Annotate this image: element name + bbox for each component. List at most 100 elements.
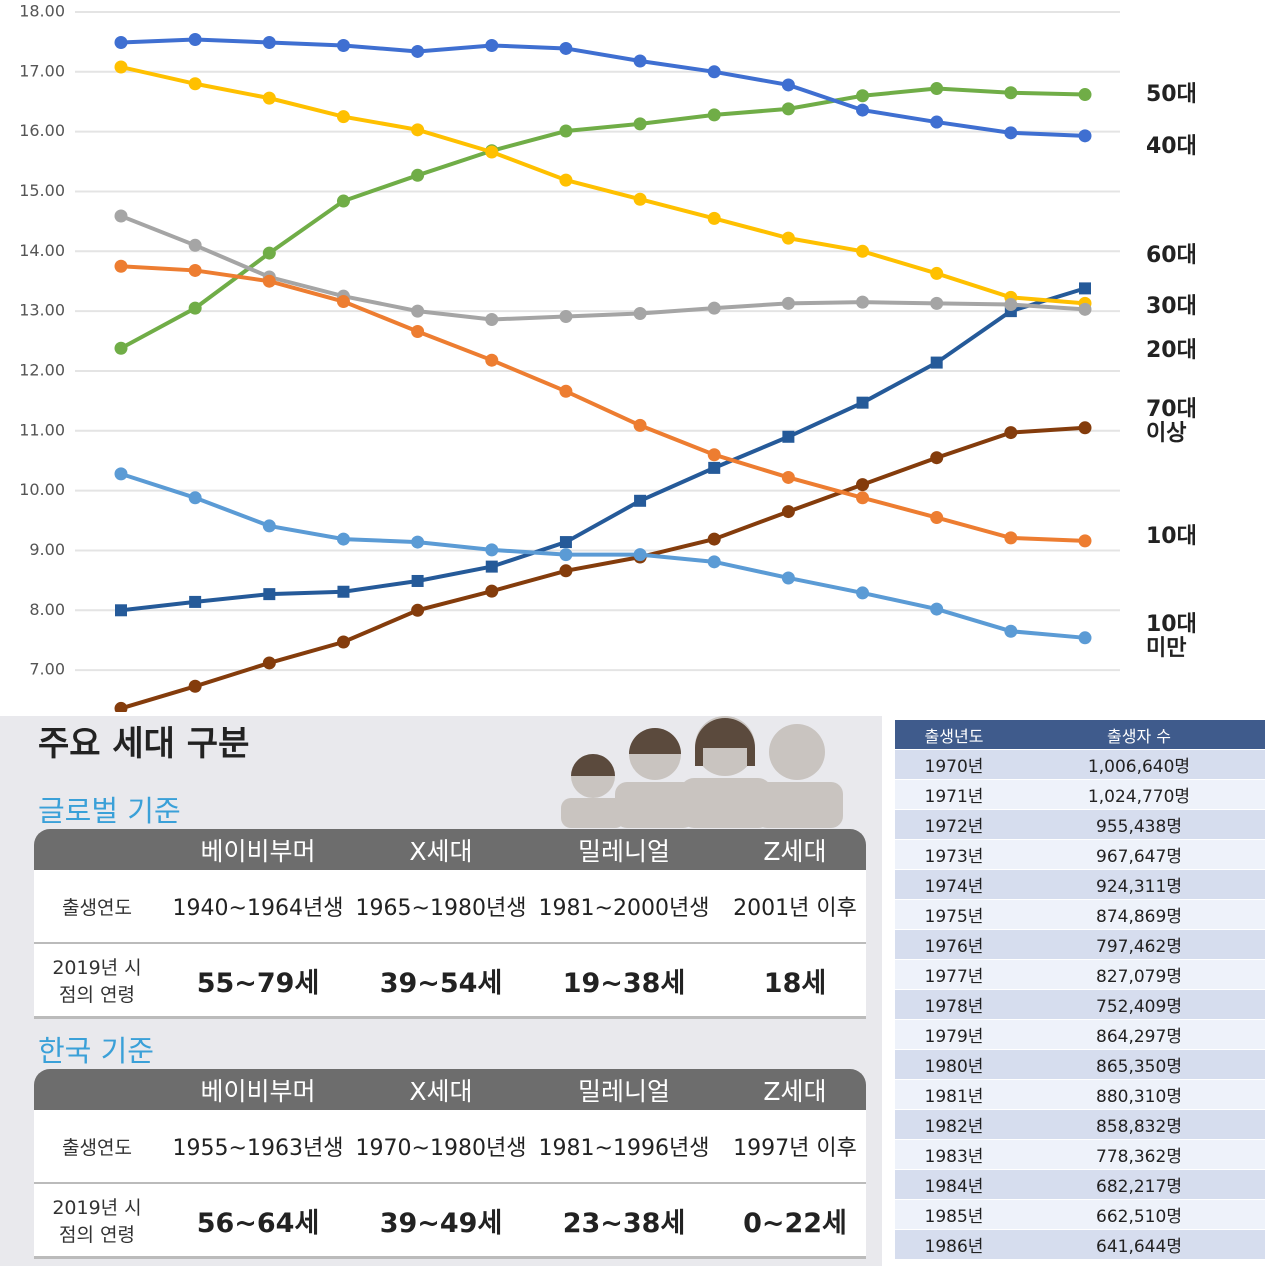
point [1078,534,1092,548]
legend-label: 10대 [1146,524,1197,549]
table-cell: 39~54세 [379,967,503,999]
table-cell: 1,006,640명 [1087,757,1191,777]
point [1078,129,1092,143]
column-header: 베이비부머 [200,1076,316,1106]
point [336,532,350,546]
table-row [34,1110,866,1185]
point [856,396,869,409]
table-row [895,1200,1265,1229]
table-cell: 0~22세 [743,1207,847,1239]
point [930,451,944,465]
point [707,108,721,122]
point [707,448,721,462]
y-tick-label: 18.00 [19,1,65,20]
table-cell: 1965~1980년생 [355,896,527,921]
table-cell: 2001년 이후 [733,896,857,921]
point [1004,531,1018,545]
y-tick-label: 12.00 [19,360,65,379]
point [559,564,573,578]
table-row [895,990,1265,1019]
point [411,123,425,137]
series-line [120,425,1086,711]
table-cell: 1986년 [924,1237,984,1257]
table-cell: 1955~1963년생 [172,1136,344,1161]
point [411,304,425,318]
table-cell: 874,869명 [1096,907,1182,927]
point [633,192,647,206]
point [337,585,350,598]
point [856,491,870,505]
point [1004,126,1018,140]
point [336,38,350,52]
point [115,604,127,617]
point [633,548,647,562]
point [856,103,870,117]
point [188,32,202,46]
legend-item: 50대 [1138,71,1202,119]
table-cell: 56~64세 [196,1207,320,1239]
chart: 7.00 8.00 9.00 10.00 11.00 12.00 13.00 14.00 15.… [19,1,1120,712]
y-tick-label: 7.00 [29,660,65,679]
legend-label: 60대 [1146,243,1197,268]
table-cell: 797,462명 [1096,937,1182,957]
point [781,571,795,585]
point [559,384,573,398]
point [559,124,573,138]
table-cell: 967,647명 [1096,847,1182,867]
point [114,259,128,273]
point [1004,86,1018,100]
legend-item: 70대 이상 [1138,398,1202,446]
point [930,82,944,96]
point [188,679,202,693]
point [485,584,499,598]
point [781,296,795,310]
point [114,467,128,481]
point [336,295,350,309]
point [189,595,202,608]
column-header: 밀레니얼 [577,836,670,866]
series-line [120,65,1086,306]
panel-title: 주요 세대 구분 [38,724,250,764]
point [559,41,573,55]
series-line [120,286,1086,613]
table-cell: 55~79세 [196,967,320,999]
point [856,244,870,258]
series-line [120,471,1086,640]
point [336,194,350,208]
table-cell: 1977년 [924,967,984,987]
point [707,211,721,225]
y-tick-label: 8.00 [29,600,65,619]
point [559,548,573,562]
table-row [895,870,1265,899]
table-cell: 865,350명 [1096,1057,1182,1077]
point [781,231,795,245]
table-row [34,870,866,945]
table-cell: 1983년 [924,1147,984,1167]
point [262,656,276,670]
table-cell: 1978년 [924,997,984,1017]
table-cell: 955,438명 [1096,817,1182,837]
point [633,117,647,131]
legend-label: 70대 이상 [1146,397,1197,446]
table-cell: 1997년 이후 [733,1136,857,1161]
point [262,519,276,533]
table-row [895,780,1265,809]
point [707,301,721,315]
point [114,209,128,223]
table-cell: 662,510명 [1096,1207,1182,1227]
table-cell: 1981~2000년생 [538,896,710,921]
column-header: 밀레니얼 [577,1076,670,1106]
point [856,89,870,103]
table-cell: 23~38세 [562,1207,686,1239]
table-cell: 1970년 [924,757,984,777]
point [1078,88,1092,102]
table-row [895,1140,1265,1169]
table-row [895,1080,1265,1109]
table-cell: 1972년 [924,817,984,837]
table-cell: 1979년 [924,1027,984,1047]
column-header: 출생자 수 [1107,726,1171,746]
row-label: 출생연도 [62,1136,132,1159]
series-line [120,264,1086,543]
table-cell: 19~38세 [562,967,686,999]
